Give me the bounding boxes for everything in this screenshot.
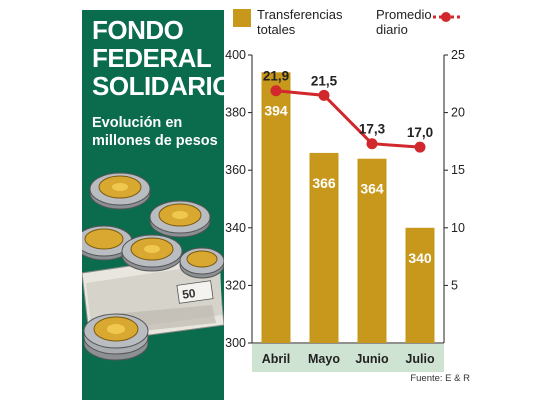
chart-title: FONDO FEDERAL SOLIDARIO [92, 15, 232, 101]
left-tick-label: 300 [225, 336, 246, 350]
left-tick-label: 400 [225, 48, 246, 62]
legend-bar-swatch [233, 9, 251, 27]
legend-line-marker [441, 12, 451, 22]
bar-value-labels: 394 366 364 340 [264, 102, 432, 266]
bar-series [261, 72, 435, 343]
line-point [414, 141, 426, 153]
legend-bar-label: totales [257, 22, 296, 37]
right-tick-label: 20 [451, 106, 465, 120]
category-band [252, 344, 444, 372]
bar [357, 158, 387, 343]
category-label: Mayo [308, 352, 340, 366]
coin-stack-graphic [82, 172, 224, 361]
left-tick-label: 360 [225, 163, 246, 177]
right-tick-label: 15 [451, 163, 465, 177]
line-path [275, 89, 421, 149]
line-value-label: 17,0 [407, 125, 433, 140]
subtitle-line: Evolución en [92, 115, 183, 131]
category-label: Abril [262, 352, 290, 366]
chart-subtitle: Evolución en millones de pesos [92, 114, 222, 150]
right-tick-label: 25 [451, 48, 465, 62]
subtitle-line: millones de pesos [92, 133, 218, 149]
title-line: FEDERAL [92, 43, 212, 73]
legend-bar-label: Transferencias [257, 7, 343, 22]
line-value-label: 17,3 [359, 122, 386, 137]
line-series: 21,9 21,5 17,3 17,0 [263, 69, 433, 153]
bar-value-label: 366 [312, 175, 336, 191]
right-tick-label: 5 [451, 278, 458, 292]
bar-value-label: 340 [408, 250, 432, 266]
legend: Transferencias totales Promedio diario [233, 7, 460, 37]
line-value-label: 21,9 [263, 69, 289, 84]
left-tick-label: 320 [225, 278, 246, 292]
right-axis-ticks: 5 10 15 20 25 [444, 48, 465, 292]
bar [405, 227, 435, 343]
line-point [318, 89, 330, 101]
category-label: Julio [405, 352, 435, 366]
category-labels: Abril Mayo Junio Julio [262, 352, 435, 366]
line-point [366, 138, 378, 150]
bar [261, 72, 291, 343]
title-line: FONDO [92, 15, 184, 45]
svg-text:50: 50 [181, 286, 196, 302]
coins-illustration: 50 [82, 172, 224, 361]
left-tick-label: 380 [225, 106, 246, 120]
source-note: Fuente: E & R [410, 373, 470, 384]
right-tick-label: 10 [451, 221, 465, 235]
line-point [270, 85, 282, 97]
legend-line-label: diario [376, 22, 408, 37]
category-label: Junio [355, 352, 389, 366]
left-tick-label: 340 [225, 221, 246, 235]
legend-line-label: Promedio [376, 7, 432, 22]
bar-value-label: 394 [264, 102, 288, 118]
left-axis-ticks: 300 320 340 360 380 400 [225, 48, 252, 350]
title-line: SOLIDARIO [92, 71, 232, 101]
bar [309, 152, 339, 343]
line-value-label: 21,5 [311, 73, 338, 88]
bar-value-label: 364 [360, 181, 384, 197]
